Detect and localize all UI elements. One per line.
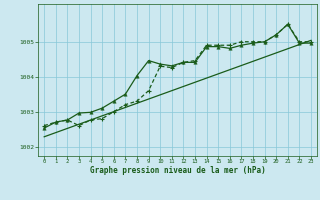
X-axis label: Graphe pression niveau de la mer (hPa): Graphe pression niveau de la mer (hPa) [90,166,266,175]
